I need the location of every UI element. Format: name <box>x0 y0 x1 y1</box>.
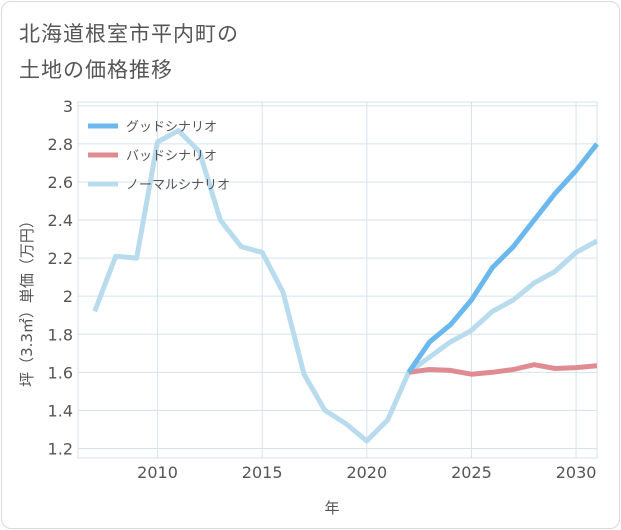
series-line-2 <box>92 128 599 444</box>
y-tick-label: 2 <box>63 287 73 306</box>
series-line-1 <box>408 362 598 377</box>
y-tick-label: 2.4 <box>48 211 73 230</box>
legend-label: ノーマルシナリオ <box>126 178 230 193</box>
x-tick-label: 2010 <box>137 463 178 482</box>
y-tick-label: 3 <box>63 97 73 116</box>
y-tick-label: 1.2 <box>48 439 73 458</box>
chart-title: 北海道根室市平内町の 土地の価格推移 <box>19 16 239 88</box>
y-axis-ticks: 1.2 1.4 1.6 1.8 2 2.2 2.4 2.6 2.8 3 <box>48 97 73 459</box>
grid-lines <box>77 101 598 459</box>
x-tick-label: 2015 <box>242 463 283 482</box>
y-axis-label: 坪（3.3㎡）単価（万円） <box>18 213 36 387</box>
x-axis-label: 年 <box>324 499 339 517</box>
y-tick-label: 2.8 <box>48 135 73 154</box>
x-tick-label: 2020 <box>346 463 387 482</box>
y-tick-label: 1.8 <box>48 325 73 344</box>
series-line-0 <box>406 142 599 374</box>
legend-label: バッドシナリオ <box>126 149 217 164</box>
legend-label: グッドシナリオ <box>126 120 217 135</box>
series-lines <box>92 128 599 444</box>
y-tick-label: 2.2 <box>48 249 73 268</box>
y-tick-label: 1.4 <box>48 401 73 420</box>
y-tick-label: 1.6 <box>48 363 73 382</box>
title-line-2: 土地の価格推移 <box>19 58 173 82</box>
x-axis-ticks: 2010 2015 2020 2025 2030 <box>137 463 596 482</box>
y-tick-label: 2.6 <box>48 173 73 192</box>
x-tick-label: 2025 <box>451 463 492 482</box>
x-tick-label: 2030 <box>556 463 597 482</box>
title-line-1: 北海道根室市平内町の <box>19 22 239 46</box>
plot-frame <box>77 101 598 459</box>
